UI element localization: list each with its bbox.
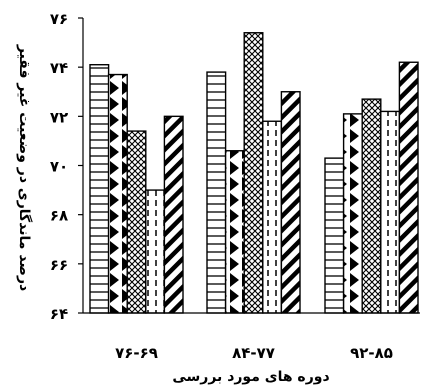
bar-diamond-lattice: [361, 98, 382, 314]
y-axis-title: درصد ماندگاری در وضعیت غیر فقیر: [16, 44, 33, 291]
y-tick-label: ۷۴: [50, 59, 68, 77]
bar-horizontal-lines: [324, 157, 345, 314]
bar-vertical-dashes: [145, 189, 166, 314]
bar-diagonal-stripes: [163, 115, 184, 314]
y-tick-label: ۶۶: [50, 256, 68, 274]
bar-horizontal-lines: [89, 64, 110, 314]
x-tick-label: ۷۶-۶۹: [115, 344, 158, 362]
x-tick-label: ۸۴-۷۷: [232, 344, 275, 362]
x-tick-label: ۹۲-۸۵: [350, 344, 393, 362]
x-axis-labels: ۷۶-۶۹ ۸۴-۷۷ ۹۲-۸۵: [115, 344, 393, 362]
y-tick-label: ۷۶: [50, 10, 68, 28]
bar-triangles: [224, 150, 245, 314]
bar-diagonal-stripes: [398, 61, 419, 314]
bar-vertical-dashes: [380, 110, 401, 314]
bars-group: [89, 32, 419, 314]
bar-horizontal-lines: [206, 71, 227, 314]
x-axis-title: دوره های مورد بررسی: [172, 369, 329, 385]
bar-triangles: [107, 73, 128, 314]
bar-diamond-lattice: [243, 32, 264, 314]
bar-vertical-dashes: [262, 120, 283, 314]
y-tick-label: ۶۴: [50, 305, 68, 323]
y-tick-label: ۶۸: [50, 207, 68, 225]
y-tick-label: ۷۰: [50, 158, 68, 176]
y-axis-ticks: ۶۴ ۶۶ ۶۸ ۷۰ ۷۲ ۷۴ ۷۶: [50, 10, 83, 323]
bar-triangles: [342, 113, 363, 314]
bar-diagonal-stripes: [280, 91, 301, 314]
bar-diamond-lattice: [126, 130, 147, 314]
y-tick-label: ۷۲: [50, 108, 68, 126]
